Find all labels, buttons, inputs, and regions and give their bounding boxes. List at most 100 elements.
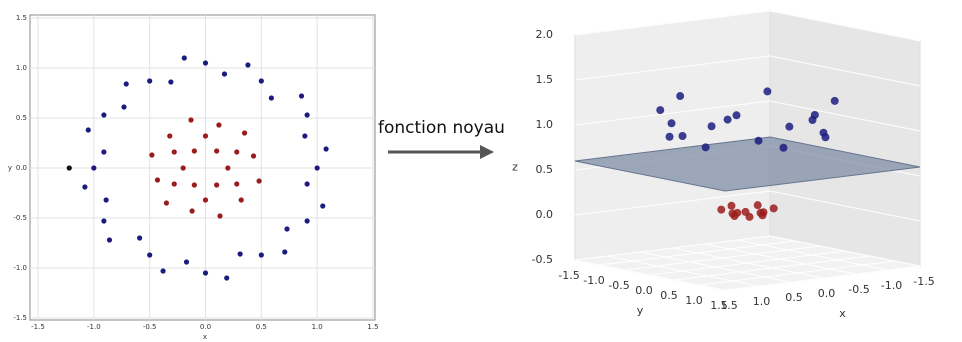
point (302, 133, 308, 139)
point (85, 127, 91, 133)
x-tick-label: 0.5 (256, 323, 267, 331)
x-tick-label: 0.0 (200, 323, 211, 331)
point (707, 122, 716, 131)
point (238, 197, 244, 203)
point (189, 208, 195, 214)
point (149, 152, 155, 158)
point (183, 259, 190, 265)
x-tick-label: -0.5 (143, 323, 157, 331)
y-tick-label: 0.0 (635, 284, 653, 297)
x-tick-label: 1.0 (312, 323, 323, 331)
point (320, 203, 326, 209)
point (191, 148, 197, 154)
point (103, 197, 109, 203)
y-tick-label: 1.0 (685, 294, 703, 307)
z-tick-label: 2.0 (536, 28, 554, 41)
y-tick-label: 1.5 (16, 14, 27, 22)
grid-line (599, 240, 796, 266)
grid-line (699, 260, 896, 286)
point (763, 87, 772, 96)
x-axis-label: x (839, 307, 846, 320)
point (234, 181, 240, 187)
point (168, 79, 174, 85)
x-tick-label: -0.5 (848, 283, 869, 296)
point (284, 226, 290, 232)
separating-plane (574, 136, 921, 192)
point (678, 132, 687, 140)
point (282, 249, 288, 255)
point (91, 165, 97, 171)
x-tick-label: -1.0 (87, 323, 101, 331)
point (830, 96, 839, 105)
point (676, 92, 685, 101)
point (202, 60, 209, 66)
point (314, 165, 320, 171)
point (163, 200, 170, 206)
point (221, 71, 228, 77)
point (101, 112, 107, 118)
y-tick-label: -0.5 (608, 279, 629, 292)
point (188, 117, 194, 123)
point (147, 252, 153, 258)
point (154, 177, 161, 183)
point (808, 116, 817, 124)
z-axis-label: z (512, 161, 518, 174)
point (191, 182, 197, 188)
point (728, 209, 737, 218)
y-tick-label: -1.0 (13, 264, 27, 272)
grid-line (724, 265, 921, 291)
grid-line (624, 245, 821, 271)
x-tick-label: -1.0 (881, 279, 902, 292)
arrow-label: fonction noyau (378, 118, 505, 138)
y-tick-label: 0.5 (660, 289, 678, 302)
point (241, 130, 248, 136)
point (741, 207, 750, 216)
point (821, 133, 830, 142)
point (785, 122, 794, 131)
y-tick-label: -1.5 (13, 314, 27, 322)
x-tick-label: 0.0 (818, 287, 836, 300)
point (121, 104, 127, 110)
point (216, 122, 222, 128)
point (779, 143, 788, 152)
y-tick-label: -1.5 (558, 269, 579, 282)
point (268, 95, 274, 101)
point (167, 133, 173, 139)
z-tick-label: 1.0 (536, 118, 554, 131)
x-tick-label: 1.0 (753, 295, 771, 308)
point (665, 132, 674, 141)
z-tick-label: -0.5 (532, 253, 553, 266)
point (250, 153, 257, 159)
grid-line (574, 55, 921, 87)
point (298, 93, 305, 99)
point (304, 181, 310, 187)
point (723, 115, 732, 124)
point (66, 165, 72, 171)
point (732, 111, 741, 120)
point (756, 208, 765, 217)
point (754, 136, 763, 145)
x-tick-label: -1.5 (31, 323, 45, 331)
grid-line (574, 190, 921, 222)
x-tick-label: 1.5 (720, 299, 738, 312)
point (258, 78, 264, 84)
point (101, 149, 107, 155)
grid-line (674, 255, 871, 281)
point (256, 178, 262, 184)
y-tick-label: -0.5 (13, 214, 27, 222)
point (656, 106, 665, 115)
point (727, 201, 736, 210)
point (753, 201, 762, 210)
y-tick-label: 0.0 (16, 164, 27, 172)
point (323, 146, 329, 152)
point (214, 182, 220, 188)
x-tick-label: 1.5 (367, 323, 378, 331)
point (106, 237, 113, 243)
z-tick-label: 1.5 (536, 73, 554, 86)
point (202, 197, 209, 203)
point (214, 148, 220, 154)
point (171, 181, 177, 187)
point (171, 149, 177, 155)
x-tick-label: 0.5 (785, 291, 803, 304)
